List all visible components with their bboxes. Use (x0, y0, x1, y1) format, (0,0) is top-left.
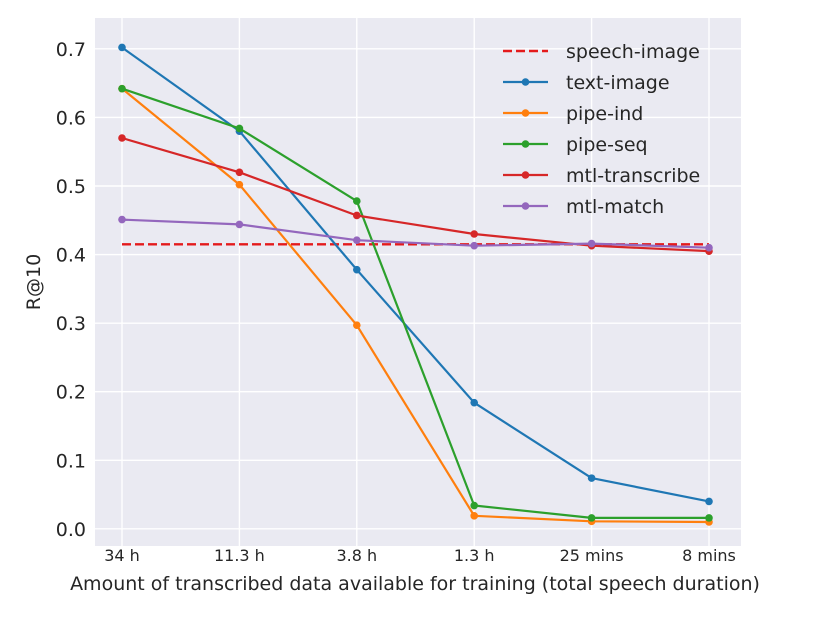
data-point-pipe-seq (587, 514, 596, 522)
legend-label: pipe-ind (566, 103, 643, 125)
data-point-mtl-match (353, 236, 361, 244)
x-tick-label: 8 mins (682, 546, 736, 565)
y-axis-label: R@10 (23, 254, 45, 310)
data-point-mtl-match (235, 220, 244, 229)
x-axis-label: Amount of transcribed data available for… (70, 573, 760, 595)
series-group (118, 43, 713, 526)
legend-label: speech-image (566, 41, 700, 63)
series-pipe-seq (118, 84, 713, 522)
legend-marker-pipe-ind (521, 109, 530, 117)
data-point-mtl-transcribe (353, 211, 361, 220)
legend-entry-speech-image: speech-image (503, 41, 700, 63)
legend-label: mtl-match (566, 196, 664, 218)
series-line-mtl-transcribe (121, 136, 710, 253)
legend-marker-pipe-seq (521, 140, 530, 148)
legend: speech-image text-image pipe-ind pipe-seq mt… (503, 41, 700, 218)
legend-entry-mtl-transcribe: mtl-transcribe (503, 165, 700, 187)
x-tick-label: 34 h (104, 546, 140, 565)
legend-marker-mtl-match (521, 202, 530, 210)
y-tick-label: 0.4 (56, 245, 86, 267)
data-point-pipe-ind (235, 180, 244, 189)
legend-entry-text-image: text-image (503, 72, 670, 94)
data-point-text-image (353, 265, 361, 274)
data-point-mtl-transcribe (118, 134, 126, 142)
data-point-mtl-match (118, 215, 126, 224)
legend-entry-pipe-ind: pipe-ind (503, 103, 643, 125)
legend-label: mtl-transcribe (566, 165, 700, 187)
data-point-mtl-transcribe (235, 168, 244, 177)
y-tick-label: 0.5 (56, 176, 86, 198)
data-point-pipe-seq (118, 84, 126, 93)
data-point-pipe-ind (353, 321, 361, 330)
y-tick-label: 0.1 (56, 450, 86, 472)
y-tick-label: 0.0 (56, 519, 86, 541)
y-tick-label: 0.7 (56, 39, 86, 61)
series-line-mtl-match (121, 218, 710, 249)
legend-label: pipe-seq (566, 134, 648, 156)
x-tick-label: 11.3 h (214, 546, 265, 565)
x-tick-label: 25 mins (560, 546, 624, 565)
legend-label: text-image (566, 72, 670, 94)
data-point-pipe-seq (353, 197, 361, 205)
legend-entry-pipe-seq: pipe-seq (503, 134, 648, 156)
y-axis-ticks: 0.0 0.1 0.2 0.3 0.4 0.5 0.6 0.7 (56, 39, 86, 541)
data-point-pipe-seq (705, 514, 713, 522)
y-tick-label: 0.2 (56, 382, 86, 404)
data-point-text-image (705, 497, 713, 506)
x-tick-label: 1.3 h (454, 546, 495, 565)
data-point-mtl-match (470, 241, 479, 250)
data-point-mtl-match (587, 239, 596, 248)
legend-marker-text-image (521, 78, 530, 86)
series-line-text-image (121, 46, 710, 503)
series-line-pipe-seq (121, 87, 709, 520)
data-point-pipe-ind (470, 512, 479, 520)
data-point-text-image (118, 43, 126, 52)
x-axis-ticks: 34 h 11.3 h 3.8 h 1.3 h 25 mins 8 mins (104, 546, 736, 565)
data-point-pipe-seq (235, 124, 244, 133)
data-point-text-image (470, 398, 479, 407)
series-text-image (118, 43, 713, 506)
legend-entry-mtl-match: mtl-match (503, 196, 664, 218)
data-point-mtl-match (705, 243, 713, 252)
legend-marker-mtl-transcribe (521, 171, 530, 179)
grid-lines (95, 18, 741, 546)
y-tick-label: 0.6 (56, 107, 86, 129)
y-tick-label: 0.3 (56, 313, 86, 335)
data-point-pipe-seq (470, 501, 479, 510)
data-point-text-image (587, 474, 596, 482)
data-point-mtl-transcribe (470, 230, 479, 238)
series-line-pipe-ind (121, 87, 710, 524)
x-tick-label: 3.8 h (336, 546, 377, 565)
series-mtl-match (118, 215, 713, 252)
